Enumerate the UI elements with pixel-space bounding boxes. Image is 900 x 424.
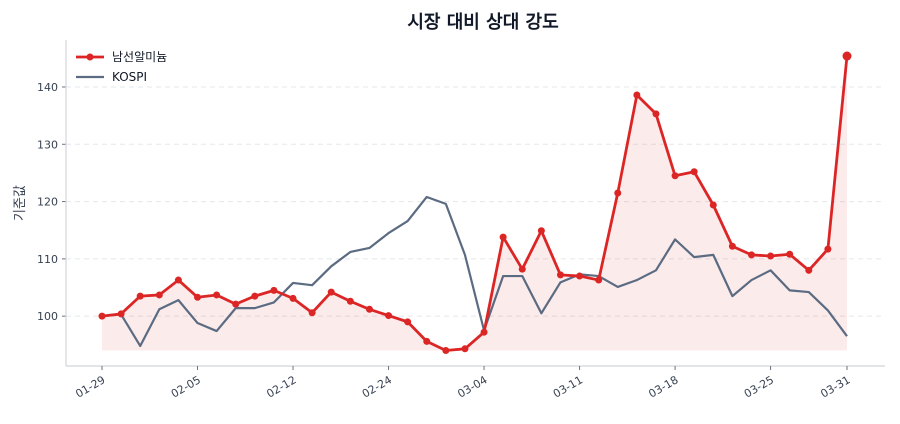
y-axis-label: 기준값 (13, 185, 28, 221)
data-point (537, 227, 545, 235)
data-point (709, 201, 717, 209)
data-point (442, 347, 450, 355)
data-point (461, 345, 469, 353)
y-tick-label: 100 (37, 310, 58, 323)
chart-title: 시장 대비 상대 강도 (407, 12, 558, 33)
series-line (101, 195, 848, 348)
series-line (101, 55, 849, 352)
x-tick-label: 02-05 (169, 373, 203, 400)
data-point (633, 91, 641, 99)
data-point (155, 291, 163, 299)
x-tick-label: 02-24 (360, 373, 394, 400)
data-point (747, 251, 755, 259)
data-point (786, 250, 794, 258)
y-tick-label: 140 (37, 81, 58, 94)
data-point (499, 233, 507, 241)
data-point (194, 293, 202, 301)
data-point (842, 51, 852, 61)
data-point (327, 288, 335, 296)
y-tick-label: 120 (37, 196, 58, 209)
data-point (728, 242, 736, 250)
data-point (404, 318, 412, 326)
data-point (690, 168, 698, 176)
data-point (98, 312, 106, 320)
data-point (270, 286, 278, 294)
data-point (652, 110, 660, 118)
data-point (174, 276, 182, 284)
data-point (595, 276, 603, 284)
data-point (423, 337, 431, 345)
data-point (136, 292, 144, 300)
x-tick-label: 03-25 (742, 373, 776, 400)
data-point (117, 310, 125, 318)
area-fill (102, 56, 847, 351)
data-point (576, 272, 584, 280)
data-point (824, 245, 832, 253)
x-tick-label: 03-18 (646, 373, 680, 400)
data-point (805, 266, 813, 274)
data-point (346, 297, 354, 305)
data-point (385, 312, 393, 320)
data-point (556, 271, 564, 279)
x-tick-label: 01-29 (73, 373, 107, 400)
data-point (251, 292, 259, 300)
data-point (671, 172, 679, 180)
x-tick-label: 03-04 (455, 373, 489, 400)
legend-marker (86, 53, 94, 61)
data-point (767, 252, 775, 260)
data-point (308, 309, 316, 317)
x-tick-label: 02-12 (264, 373, 298, 400)
x-tick-label: 03-31 (818, 373, 852, 400)
data-point (518, 265, 526, 273)
data-point (289, 294, 297, 302)
data-point (232, 300, 240, 308)
data-point (480, 328, 488, 336)
y-tick-label: 110 (37, 253, 58, 266)
legend: 남선알미늄 KOSPI (76, 50, 167, 84)
legend-label: 남선알미늄 (112, 50, 167, 64)
data-point (213, 291, 221, 299)
x-tick-label: 03-11 (551, 373, 585, 400)
y-tick-label: 130 (37, 138, 58, 151)
data-point (614, 189, 622, 197)
data-point (365, 305, 373, 313)
legend-label: KOSPI (112, 70, 147, 84)
